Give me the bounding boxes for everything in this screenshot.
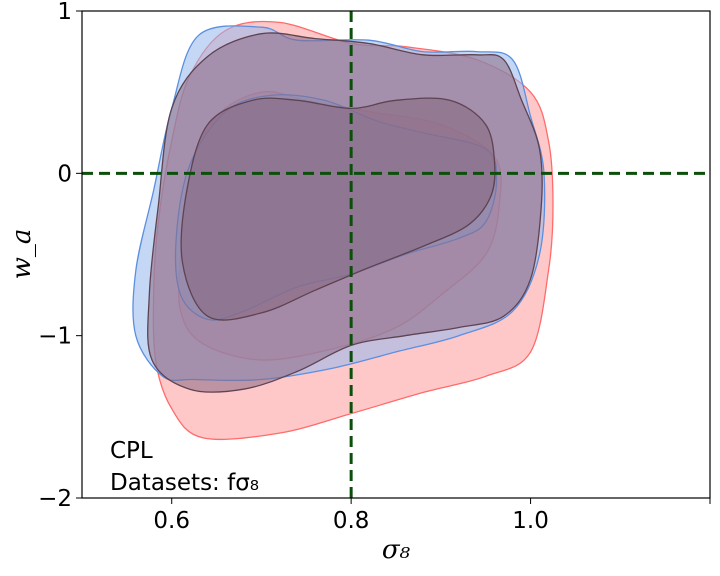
- x-tick-label: 0.8: [333, 508, 370, 534]
- y-tick-label: 0: [57, 161, 72, 187]
- annotation-datasets: Datasets: fσ₈: [110, 470, 259, 496]
- y-tick-label: −1: [38, 324, 72, 350]
- x-axis-label: σ₈: [382, 535, 411, 565]
- annotation-model: CPL: [110, 438, 153, 464]
- x-tick-label: 0.6: [153, 508, 190, 534]
- fiducial-lines: [82, 11, 710, 498]
- series-3-inner-contour: [180, 97, 496, 321]
- y-tick-label: −2: [38, 486, 72, 512]
- plot-frame: [81, 10, 711, 499]
- confidence-regions: [132, 20, 554, 441]
- y-axis-ticks: −2 −1 0 1: [38, 0, 82, 512]
- y-tick-label: 1: [57, 0, 72, 25]
- x-tick-label: 1.0: [512, 508, 549, 534]
- x-axis-ticks: 0.6 0.8 1.0: [153, 498, 711, 534]
- y-axis-label: w_a: [7, 229, 37, 280]
